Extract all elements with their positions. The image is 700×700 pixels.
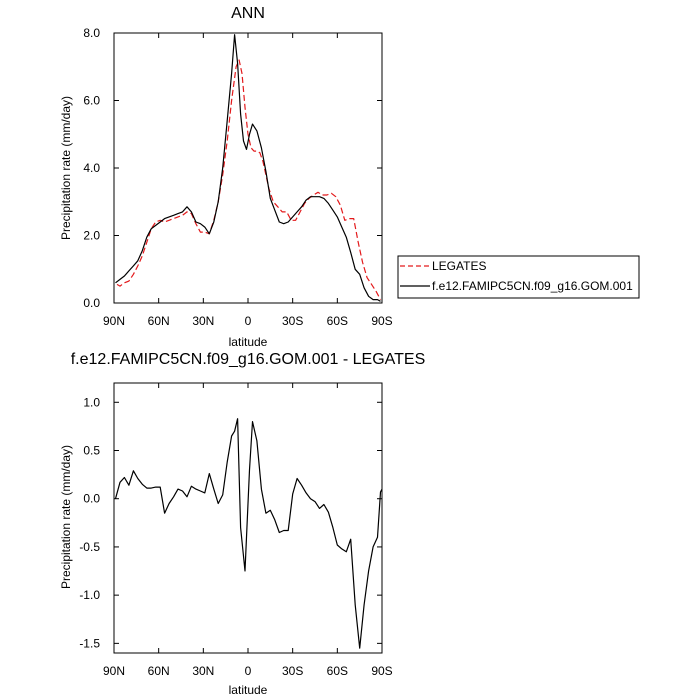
bottom-y-axis-label: Precipitation rate (mm/day) xyxy=(59,445,73,589)
top-x-tick-label: 30N xyxy=(192,314,214,328)
bottom-x-tick-label: 30S xyxy=(282,664,303,678)
bottom-x-tick-label: 0 xyxy=(245,664,252,678)
top-series-group xyxy=(115,34,382,302)
top-y-tick-label: 6.0 xyxy=(83,94,100,108)
top-series-line-0 xyxy=(116,59,382,300)
bottom-x-tick-label: 90S xyxy=(371,664,392,678)
legend: LEGATES f.e12.FAMIPC5CN.f09_g16.GOM.001 xyxy=(397,255,640,299)
top-y-tick-label: 2.0 xyxy=(83,229,100,243)
top-y-tick-label: 0.0 xyxy=(83,296,100,310)
bottom-x-tick-label: 60S xyxy=(327,664,348,678)
bottom-x-tick-label: 30N xyxy=(192,664,214,678)
bottom-y-tick-label: -0.5 xyxy=(79,540,100,554)
top-y-tick-label: 4.0 xyxy=(83,161,100,175)
bottom-y-tick-label: -1.0 xyxy=(79,588,100,602)
top-plot-area xyxy=(113,32,383,304)
top-chart-title: ANN xyxy=(231,5,265,22)
top-x-tick-label: 60N xyxy=(148,314,170,328)
bottom-y-tick-label: 0.0 xyxy=(83,492,100,506)
top-y-tick-label: 8.0 xyxy=(83,26,100,40)
legend-label-legates: LEGATES xyxy=(432,259,486,273)
bottom-x-tick-label: 90N xyxy=(103,664,125,678)
legend-label-model: f.e12.FAMIPC5CN.f09_g16.GOM.001 xyxy=(432,279,633,293)
top-x-axis-label: latitude xyxy=(229,335,268,349)
top-x-tick-label: 0 xyxy=(245,314,252,328)
bottom-chart-title: f.e12.FAMIPC5CN.f09_g16.GOM.001 - LEGATE… xyxy=(71,351,426,368)
bottom-y-tick-label: -1.5 xyxy=(79,636,100,650)
bottom-plot-frame xyxy=(113,382,383,654)
bottom-plot-area xyxy=(113,382,383,654)
top-x-tick-label: 90S xyxy=(371,314,392,328)
bottom-y-tick-label: 0.5 xyxy=(83,444,100,458)
top-x-tick-label: 60S xyxy=(327,314,348,328)
top-x-tick-label: 90N xyxy=(103,314,125,328)
bottom-x-tick-label: 60N xyxy=(148,664,170,678)
chart-panel-bottom: f.e12.FAMIPC5CN.f09_g16.GOM.001 - LEGATE… xyxy=(59,351,425,697)
bottom-axis-ticks: 90N 60N 30N 0 30S 60S 90S -1.5 -1.0 -0.5 0.0 0.5 1.0 xyxy=(79,383,393,678)
bottom-x-axis-label: latitude xyxy=(229,683,268,697)
top-plot-frame xyxy=(113,32,383,304)
chart-panel-top: ANN 90N 60N 30N 0 30S 60S 90S 0.0 2.0 4.0 6.0 8.0 l… xyxy=(59,5,393,349)
bottom-series-line-0 xyxy=(114,418,383,649)
top-y-axis-label: Precipitation rate (mm/day) xyxy=(59,96,73,240)
top-series-line-1 xyxy=(115,34,381,302)
bottom-y-tick-label: 1.0 xyxy=(83,395,100,409)
top-x-tick-label: 30S xyxy=(282,314,303,328)
bottom-series-group xyxy=(114,418,383,649)
legend-box xyxy=(397,255,640,299)
top-axis-ticks: 90N 60N 30N 0 30S 60S 90S 0.0 2.0 4.0 6.0 8.0 xyxy=(83,26,392,328)
